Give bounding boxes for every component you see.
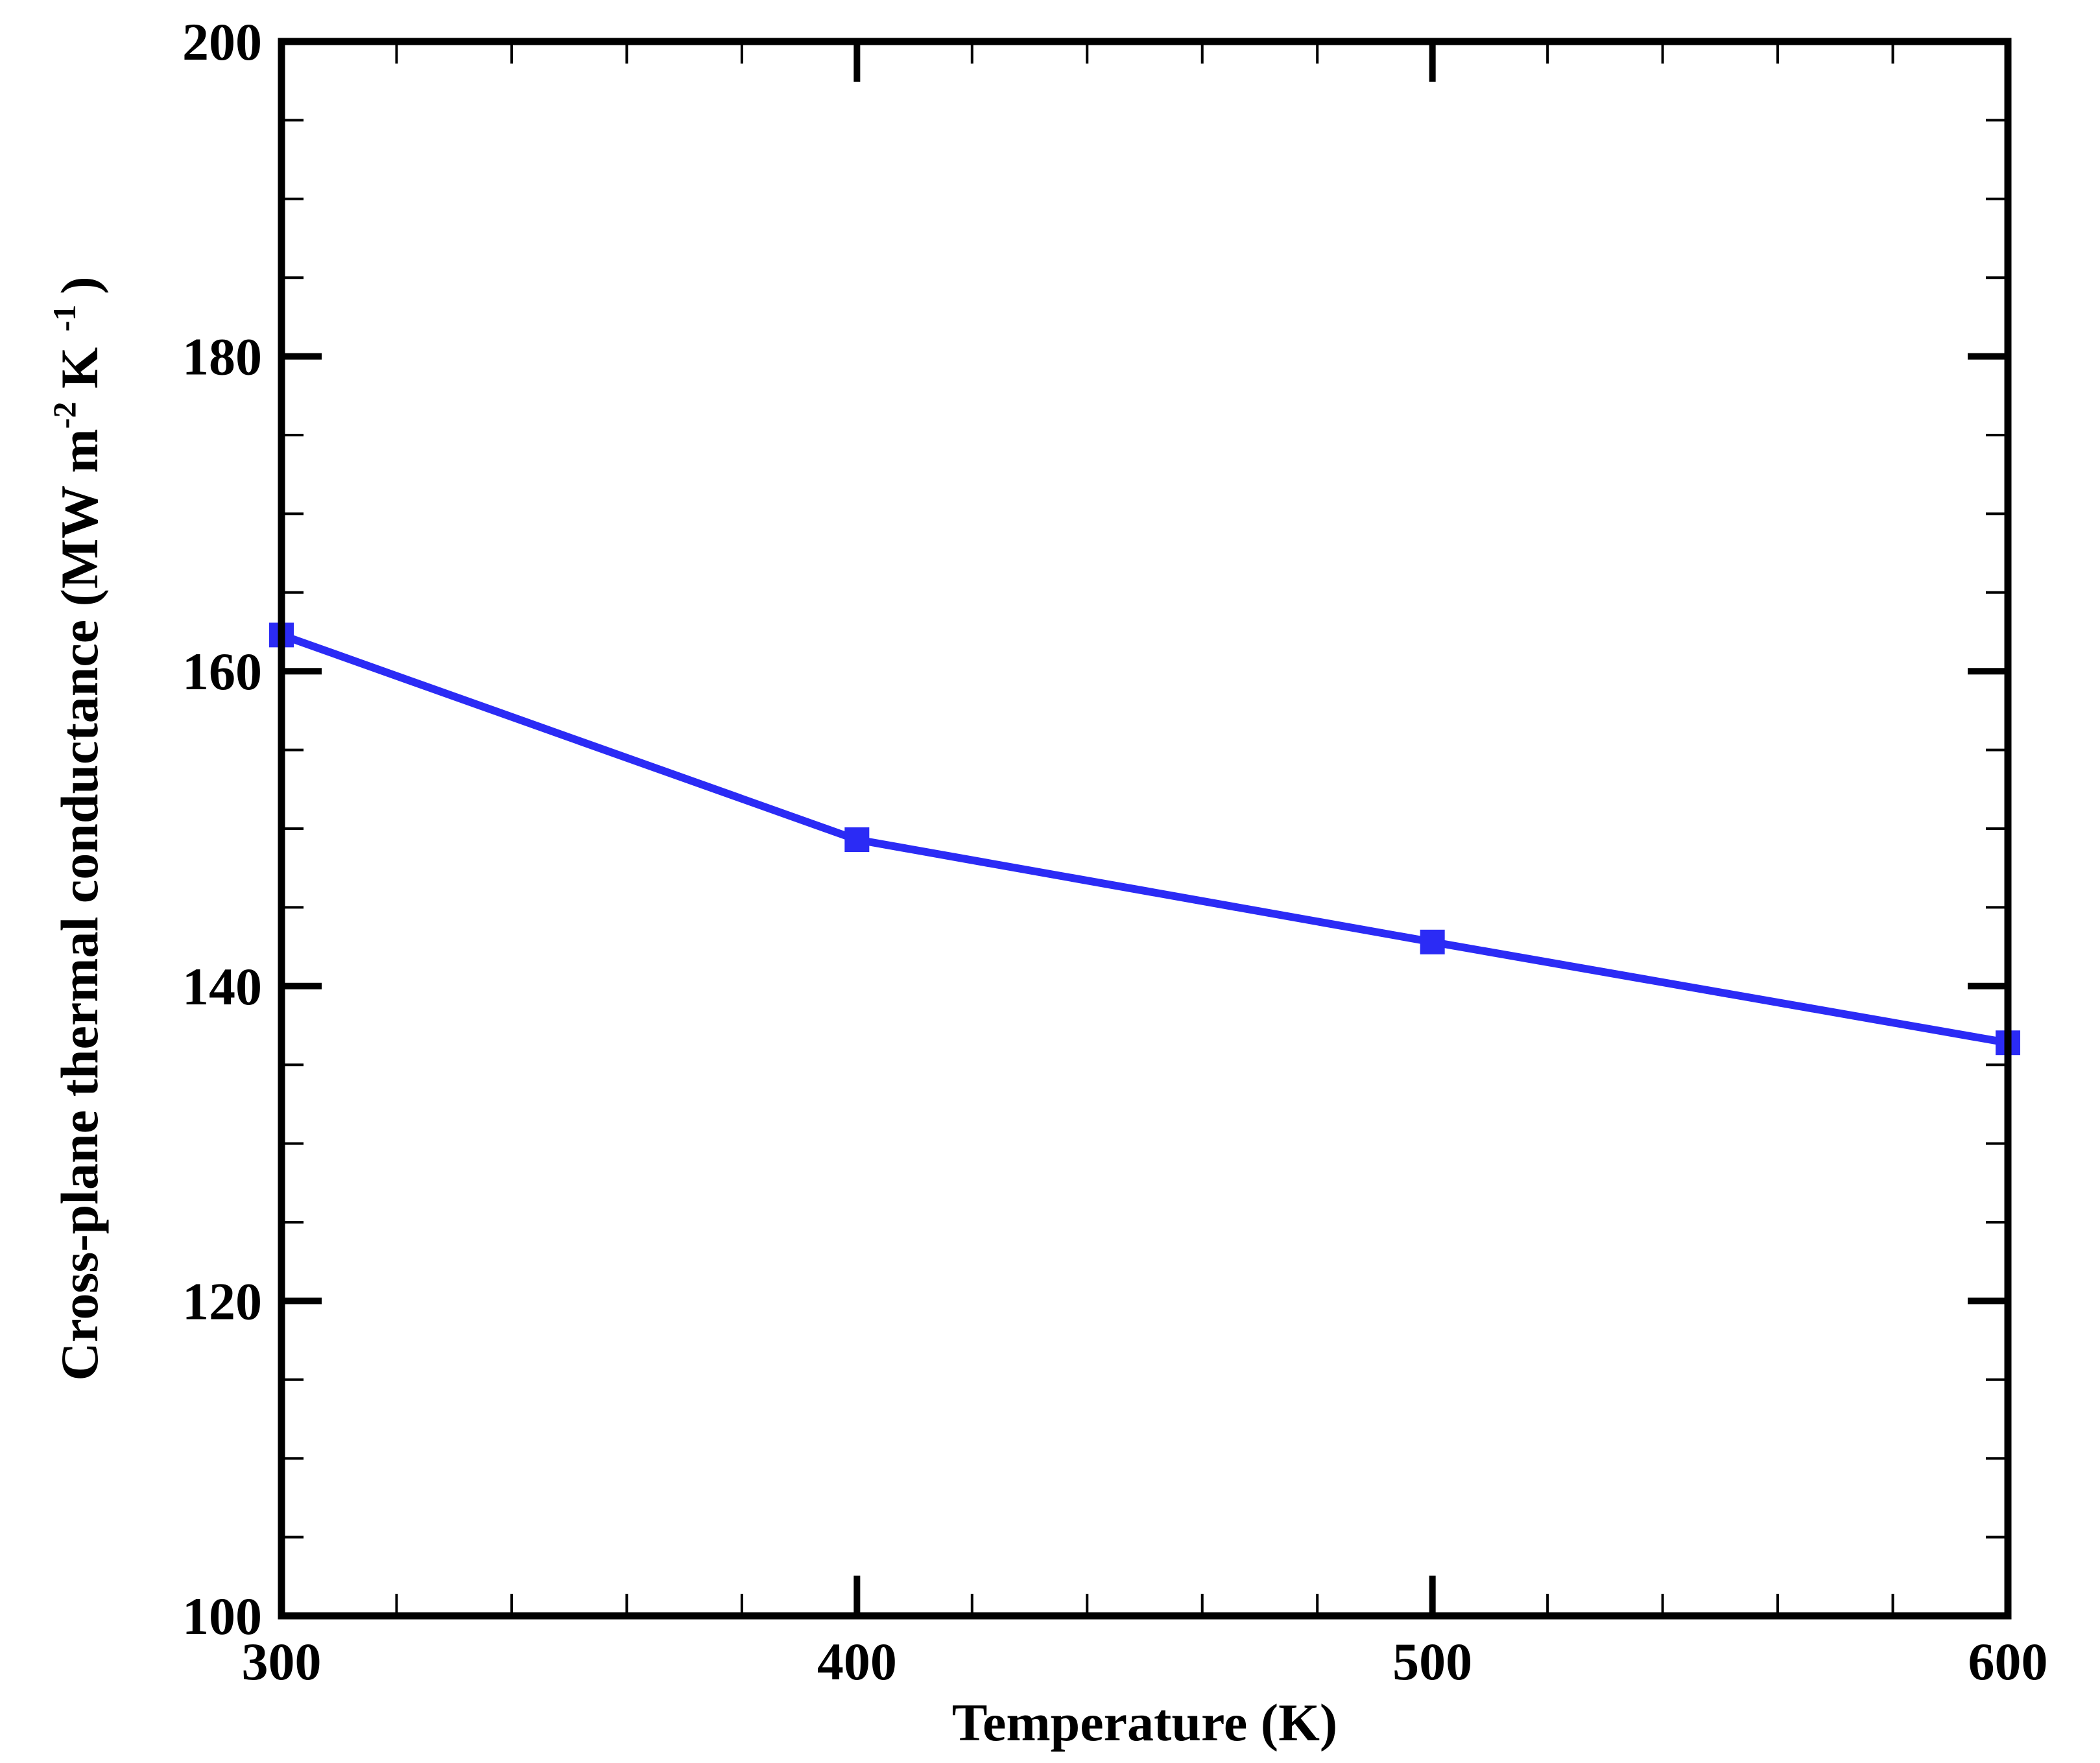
- x-tick-label: 600: [1968, 1632, 2048, 1691]
- y-tick-label: 160: [182, 642, 262, 701]
- data-point-marker: [1420, 929, 1445, 954]
- x-tick-label: 400: [817, 1632, 897, 1691]
- x-tick-label: 500: [1392, 1632, 1472, 1691]
- axis-ticks: [278, 38, 2011, 1619]
- axis-tick-labels: 300 400 500 600 100 120 140 160 180 200: [182, 12, 2048, 1691]
- x-tick-label: 300: [242, 1632, 322, 1691]
- series-line: [280, 631, 2009, 1047]
- plot-frame: [278, 38, 2012, 1620]
- y-tick-label: 200: [182, 12, 262, 71]
- y-axis-title-sup2: -1: [46, 305, 82, 332]
- x-axis-title: Temperature (K): [952, 1693, 1337, 1752]
- y-tick-label: 180: [182, 327, 262, 386]
- series-layer: [269, 622, 2020, 1056]
- y-axis-title-end: ): [50, 276, 109, 294]
- data-point-marker: [844, 827, 870, 852]
- y-tick-label: 100: [182, 1587, 262, 1646]
- y-axis-title-main: Cross-plane thermal conductance (MW m: [50, 429, 109, 1380]
- y-tick-label: 120: [182, 1272, 262, 1331]
- y-tick-label: 140: [182, 957, 262, 1016]
- y-axis-title: Cross-plane thermal conductance (MW m-2 …: [46, 276, 109, 1380]
- y-axis-title-sup1: -2: [46, 402, 82, 429]
- y-axis-title-mid: K: [50, 347, 109, 402]
